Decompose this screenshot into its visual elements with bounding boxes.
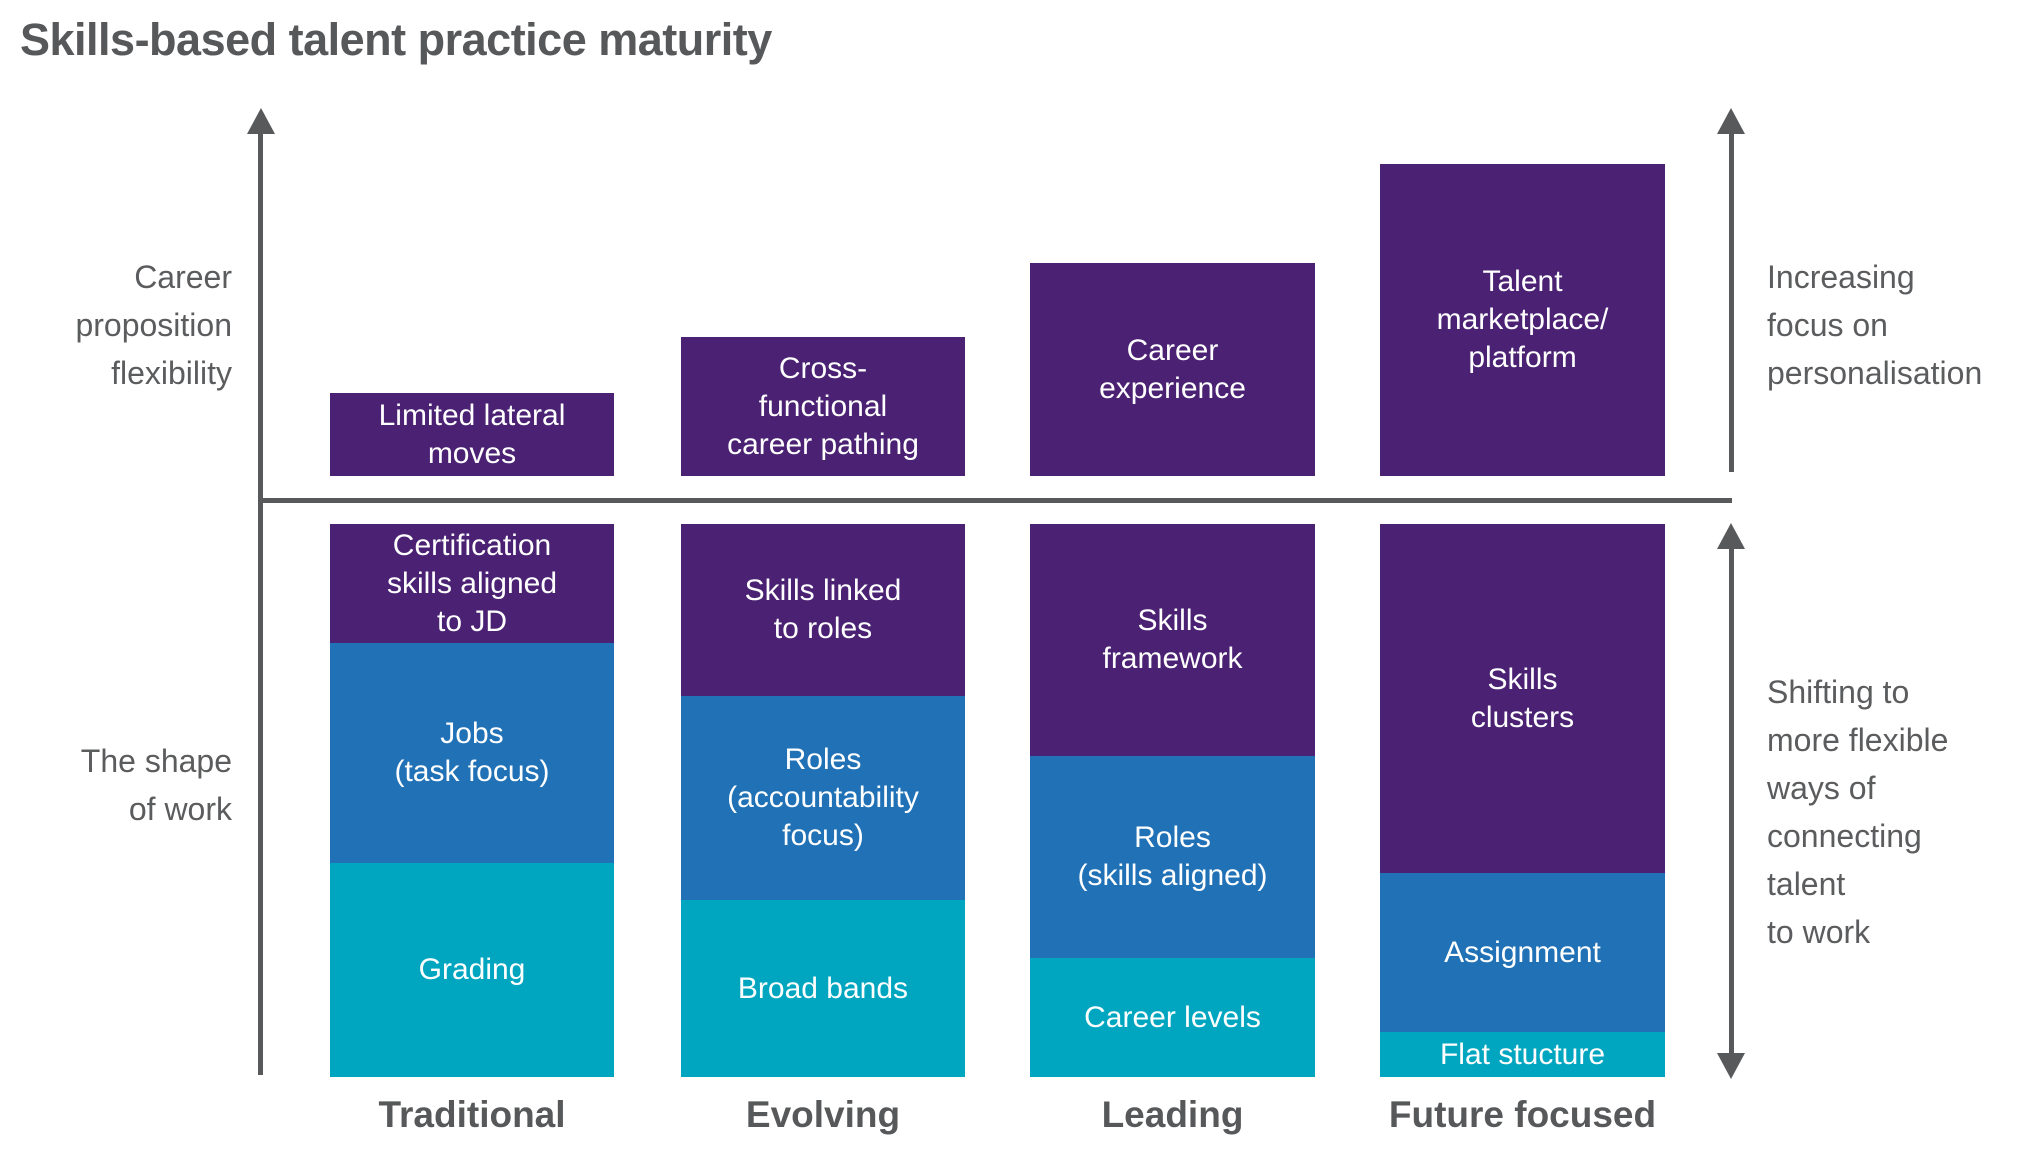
box-talent-marketplace-platform: Talent marketplace/ platform — [1380, 164, 1665, 476]
box-career-experience: Career experience — [1030, 263, 1315, 476]
box-assignment: Assignment — [1380, 873, 1665, 1032]
box-jobs-task-focus: Jobs (task focus) — [330, 643, 614, 863]
annotation-shifting-to-flexible-ways: Shifting to more flexible ways of connec… — [1767, 674, 1949, 950]
box-skills-linked-to-roles: Skills linked to roles — [681, 524, 965, 696]
box-flat-stucture: Flat stucture — [1380, 1032, 1665, 1077]
stage-label-leading: Leading — [1101, 1094, 1244, 1135]
box-broad-bands: Broad bands — [681, 900, 965, 1077]
box-roles-skills-aligned: Roles (skills aligned) — [1030, 756, 1315, 958]
box-roles-accountability-focus: Roles (accountability focus) — [681, 696, 965, 900]
axis-label-career-proposition-flexibility: Career proposition flexibility — [75, 259, 232, 391]
box-limited-lateral-moves: Limited lateral moves — [330, 393, 614, 476]
stage-label-evolving: Evolving — [745, 1094, 901, 1135]
right-lower-arrowhead-up-icon — [1717, 523, 1745, 549]
box-grading: Grading — [330, 863, 614, 1077]
horizontal-divider-line — [258, 498, 1732, 503]
page-title: Skills-based talent practice maturity — [20, 14, 772, 65]
box-skills-clusters: Skills clusters — [1380, 524, 1665, 873]
left-axis-line — [258, 130, 263, 1075]
right-upper-arrowhead-icon — [1717, 108, 1745, 134]
right-lower-arrowhead-down-icon — [1717, 1053, 1745, 1079]
box-career-levels: Career levels — [1030, 958, 1315, 1077]
right-upper-arrow-line — [1729, 130, 1734, 472]
box-certification-skills-aligned-to-jd: Certification skills aligned to JD — [330, 524, 614, 643]
left-axis-arrowhead-icon — [247, 108, 275, 134]
box-skills-framework: Skills framework — [1030, 524, 1315, 756]
stage-label-traditional: Traditional — [378, 1094, 566, 1135]
stage-label-future-focused: Future focused — [1388, 1094, 1657, 1135]
right-lower-arrow-line — [1729, 545, 1734, 1055]
annotation-increasing-focus-on-personalisation: Increasing focus on personalisation — [1767, 259, 1983, 391]
axis-label-the-shape-of-work: The shape of work — [80, 743, 232, 827]
box-cross-functional-career-pathing: Cross- functional career pathing — [681, 337, 965, 476]
